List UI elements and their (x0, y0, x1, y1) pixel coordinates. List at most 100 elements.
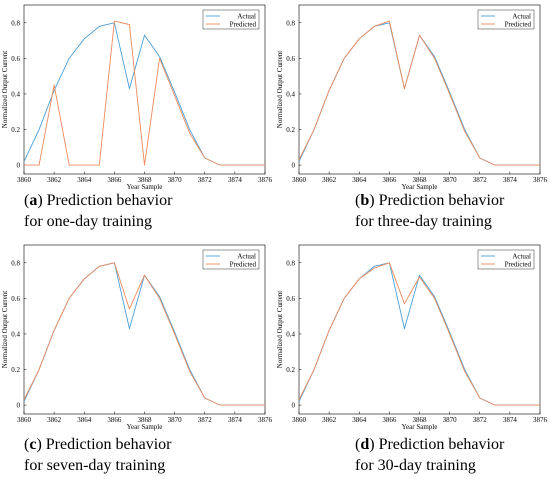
x-tick-label: 3866 (107, 416, 122, 424)
caption-letter: b (360, 192, 370, 209)
y-tick-label: 0.6 (11, 295, 20, 303)
legend-label-actual: Actual (237, 252, 256, 260)
y-tick-label: 0.8 (286, 259, 295, 267)
y-axis-label: Normalized Output Current (1, 291, 9, 368)
plot-frame (298, 244, 541, 415)
series-line-predicted (298, 262, 540, 406)
x-tick-label: 3866 (382, 176, 397, 184)
series-line-actual (23, 22, 265, 166)
y-tick-label: 0.6 (11, 55, 20, 63)
y-tick-label: 0 (292, 162, 296, 170)
legend-label-actual: Actual (512, 252, 531, 260)
y-tick-label: 0.8 (286, 19, 295, 27)
legend-label-predicted: Predicted (230, 260, 257, 268)
x-tick-label: 3874 (228, 416, 243, 424)
caption-line-2: for one-day training (24, 213, 152, 230)
y-tick-label: 0.4 (286, 330, 295, 338)
x-tick-label: 3860 (17, 416, 32, 424)
y-tick-label: 0.2 (11, 366, 20, 374)
x-tick-label: 3862 (322, 176, 337, 184)
y-tick-label: 0.4 (11, 330, 20, 338)
y-axis-label: Normalized Output Current (276, 291, 284, 368)
x-tick-label: 3864 (352, 416, 367, 424)
y-tick-label: 0.2 (286, 126, 295, 134)
x-tick-label: 3872 (198, 416, 213, 424)
x-tick-label: 3868 (413, 176, 428, 184)
plot-frame (23, 4, 266, 175)
x-tick-label: 3870 (168, 176, 183, 184)
y-axis-label: Normalized Output Current (276, 51, 284, 128)
caption-c: (c) Prediction behavior for seven-day tr… (24, 436, 172, 474)
x-tick-label: 3866 (107, 176, 122, 184)
line-chart-a: 3860 3862 3864 3866 3868 3870 3872 3874 3876 0 0.2… (1, 4, 273, 191)
legend-label-predicted: Predicted (505, 20, 532, 28)
x-tick-label: 3872 (473, 176, 488, 184)
caption-letter: d (360, 436, 370, 453)
y-tick-label: 0.8 (11, 19, 20, 27)
y-tick-label: 0.4 (11, 90, 20, 98)
y-tick-label: 0.6 (286, 55, 295, 63)
y-tick-label: 0.4 (286, 90, 295, 98)
series-line-predicted (24, 20, 265, 166)
x-axis-label: Year Sample (402, 423, 438, 431)
x-tick-label: 3874 (503, 176, 518, 184)
x-tick-label: 3876 (258, 416, 273, 424)
caption-line-2: for three-day training (355, 213, 492, 230)
caption-line-2: for 30-day training (355, 457, 476, 474)
line-chart-b: 3860 3862 3864 3866 3868 3870 3872 3874 3876 0 0.2… (276, 4, 548, 191)
x-axis-label: Year Sample (402, 183, 438, 191)
chart-panel-b: 3860 3862 3864 3866 3868 3870 3872 3874 3876 0 0.2… (275, 0, 550, 240)
caption-a: (a) Prediction behavior for one-day trai… (24, 192, 173, 230)
x-tick-label: 3868 (138, 176, 153, 184)
caption-line-2: for seven-day training (24, 457, 166, 474)
caption-line-1: Prediction behavior (42, 192, 173, 209)
series-line-actual (23, 262, 265, 406)
caption-line-1: Prediction behavior (374, 436, 505, 453)
x-tick-label: 3860 (292, 416, 307, 424)
plot-frame (23, 244, 266, 415)
y-tick-label: 0 (17, 402, 21, 410)
caption-d: (d) Prediction behavior for 30-day train… (355, 436, 505, 474)
chart-panel-d: 3860 3862 3864 3866 3868 3870 3872 3874 3876 0 0.2… (275, 240, 550, 479)
y-tick-label: 0.6 (286, 295, 295, 303)
x-tick-label: 3868 (138, 416, 153, 424)
x-tick-label: 3870 (443, 176, 458, 184)
x-tick-label: 3876 (533, 176, 548, 184)
chart-panel-a: 3860 3862 3864 3866 3868 3870 3872 3874 3876 0 0.2… (0, 0, 275, 240)
y-axis-label: Normalized Output Current (1, 51, 9, 128)
caption-line-1: Prediction behavior (374, 192, 505, 209)
caption-letter: a (29, 192, 38, 209)
x-tick-label: 3864 (77, 416, 92, 424)
caption-letter: c (29, 436, 37, 453)
x-tick-label: 3860 (292, 176, 307, 184)
series-line-predicted (23, 262, 265, 406)
x-tick-label: 3864 (352, 176, 367, 184)
chart-panel-c: 3860 3862 3864 3866 3868 3870 3872 3874 3876 0 0.2… (0, 240, 275, 479)
line-chart-d: 3860 3862 3864 3866 3868 3870 3872 3874 3876 0 0.2… (276, 244, 548, 431)
x-tick-label: 3860 (17, 176, 32, 184)
x-tick-label: 3862 (322, 416, 337, 424)
caption-line-1: Prediction behavior (41, 436, 172, 453)
x-axis-label: Year Sample (127, 423, 163, 431)
series-line-actual (298, 262, 540, 406)
y-tick-label: 0 (17, 162, 21, 170)
legend-label-actual: Actual (512, 12, 531, 20)
x-tick-label: 3874 (503, 416, 518, 424)
series-line-actual (298, 22, 540, 166)
line-chart-c: 3860 3862 3864 3866 3868 3870 3872 3874 3876 0 0.2… (1, 244, 273, 431)
y-tick-label: 0.8 (11, 259, 20, 267)
y-tick-label: 0 (292, 402, 296, 410)
legend-label-actual: Actual (237, 12, 256, 20)
x-tick-label: 3870 (168, 416, 183, 424)
x-tick-label: 3874 (228, 176, 243, 184)
x-tick-label: 3876 (533, 416, 548, 424)
caption-b: (b) Prediction behavior for three-day tr… (355, 192, 505, 230)
x-tick-label: 3872 (198, 176, 213, 184)
series-line-predicted (298, 20, 540, 166)
x-tick-label: 3868 (413, 416, 428, 424)
x-tick-label: 3862 (47, 176, 62, 184)
y-tick-label: 0.2 (286, 366, 295, 374)
legend-label-predicted: Predicted (230, 20, 257, 28)
x-axis-label: Year Sample (127, 183, 163, 191)
x-tick-label: 3876 (258, 176, 273, 184)
